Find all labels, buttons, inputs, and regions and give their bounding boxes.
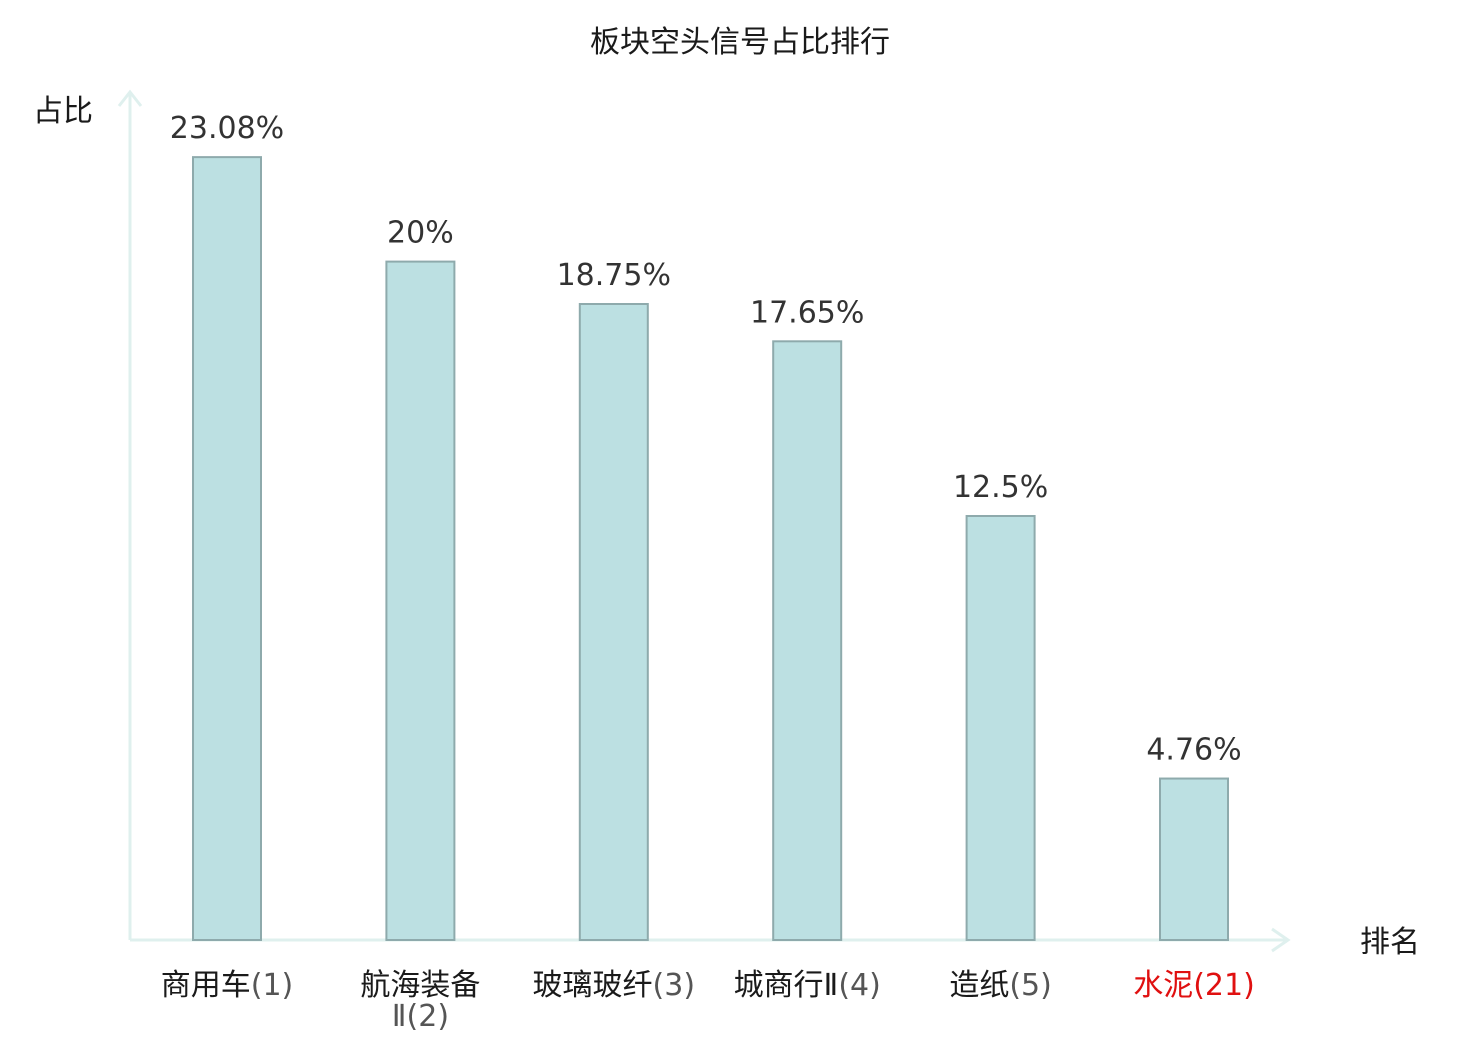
- y-axis-label: 占比: [33, 94, 93, 129]
- x-tick-text: 水泥(21): [1133, 968, 1255, 1003]
- data-label: 18.75%: [557, 258, 671, 293]
- bar: [192, 156, 262, 941]
- x-axis-arrow: [1271, 927, 1291, 953]
- x-tick-name-line2: Ⅱ(2): [392, 999, 449, 1034]
- bar: [965, 515, 1036, 941]
- bar: [385, 260, 456, 942]
- x-tick-label: 造纸(5): [949, 968, 1052, 1003]
- x-tick-text: 玻璃玻纤(3): [533, 968, 696, 1003]
- data-label: 20%: [387, 216, 454, 251]
- x-tick-text: 商用车(1): [161, 968, 294, 1003]
- x-tick-text: 造纸(5): [949, 968, 1052, 1003]
- x-tick-name: 航海装备: [360, 968, 480, 1003]
- data-label: 23.08%: [170, 111, 284, 146]
- x-tick-label: 城商行Ⅱ(4): [734, 968, 881, 1003]
- x-tick-text: 城商行Ⅱ(4): [734, 968, 881, 1003]
- x-tick-label: 玻璃玻纤(3): [533, 968, 696, 1003]
- y-axis-arrow: [117, 89, 143, 107]
- x-tick-label: 商用车(1): [161, 968, 294, 1003]
- bar: [1159, 777, 1229, 941]
- bar: [578, 303, 649, 941]
- data-label: 17.65%: [750, 295, 864, 330]
- x-axis-label: 排名: [1360, 925, 1420, 960]
- x-tick-label: 水泥(21): [1133, 968, 1255, 1003]
- data-label: 12.5%: [953, 470, 1048, 505]
- bar: [772, 340, 843, 941]
- bars-group: [192, 156, 1229, 942]
- chart-title: 板块空头信号占比排行: [590, 25, 890, 60]
- data-label: 4.76%: [1146, 733, 1241, 768]
- value-labels-group: 23.08% 20% 18.75% 17.65% 12.5% 4.76%: [170, 111, 1242, 767]
